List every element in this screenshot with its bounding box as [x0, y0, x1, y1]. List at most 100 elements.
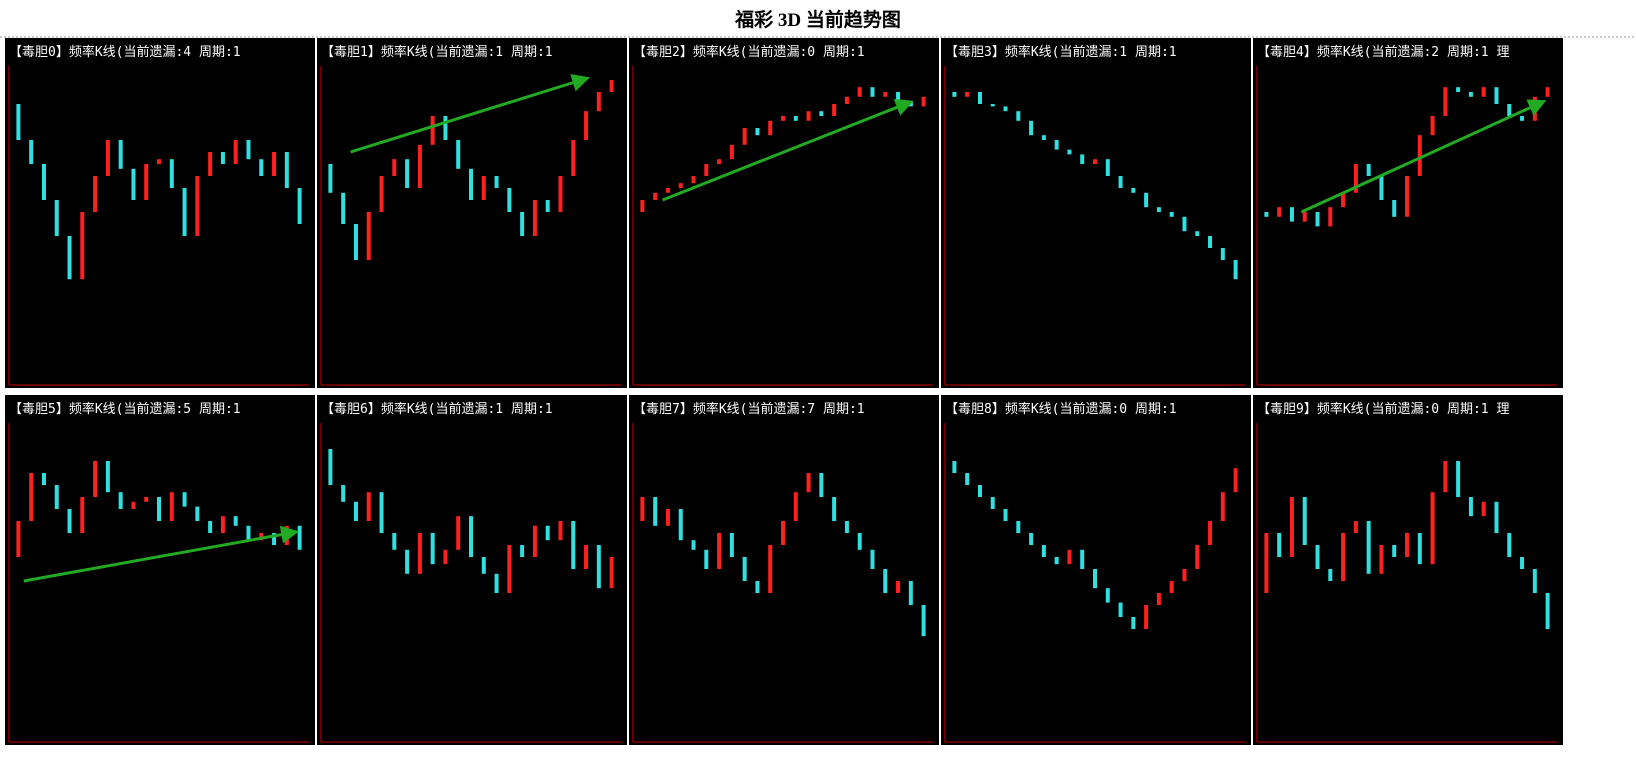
panel: 【毒胆8】频率K线(当前遗漏:0 周期:1 — [941, 395, 1251, 745]
candle — [1208, 521, 1213, 545]
candle — [977, 92, 982, 104]
candle — [1353, 164, 1358, 193]
candle — [1315, 545, 1320, 569]
candle — [1208, 236, 1213, 248]
trend-arrow — [23, 525, 300, 583]
candle — [392, 159, 397, 176]
candle — [341, 192, 346, 224]
candle — [1169, 581, 1174, 593]
candle — [729, 533, 734, 557]
candle — [806, 111, 811, 121]
candle — [1366, 521, 1371, 574]
candle — [1545, 87, 1550, 97]
candle — [507, 545, 512, 593]
candle — [1532, 569, 1537, 593]
candle — [144, 164, 149, 200]
candle — [584, 545, 589, 569]
candle — [793, 116, 798, 121]
candle — [1277, 533, 1282, 557]
candle — [182, 188, 187, 236]
candle — [1392, 545, 1397, 557]
candle — [1003, 509, 1008, 521]
candle — [870, 87, 875, 97]
candle — [481, 557, 486, 574]
candle — [717, 159, 722, 164]
panel-title: 【毒胆1】频率K线(当前遗漏:1 周期:1 — [321, 44, 553, 60]
candle — [1131, 617, 1136, 629]
candle — [640, 497, 645, 521]
candle — [93, 176, 98, 212]
candle — [1328, 569, 1333, 581]
candle — [1220, 492, 1225, 521]
chart-area — [945, 66, 1245, 385]
candle — [883, 569, 888, 593]
candle — [691, 540, 696, 550]
candle — [596, 92, 601, 112]
candle — [1067, 149, 1072, 155]
candle — [297, 188, 302, 224]
panel-title: 【毒胆2】频率K线(当前遗漏:0 周期:1 — [633, 44, 865, 60]
panel-title: 【毒胆6】频率K线(当前遗漏:1 周期:1 — [321, 401, 553, 417]
candle — [1080, 549, 1085, 569]
candle — [908, 101, 913, 107]
chart-area — [1257, 423, 1557, 742]
candle — [259, 533, 264, 541]
chart-area — [321, 66, 621, 385]
candle — [105, 461, 110, 493]
candle — [272, 152, 277, 176]
candle — [1456, 87, 1461, 92]
candle — [1392, 200, 1397, 217]
candle — [1468, 92, 1473, 97]
candle — [1144, 605, 1149, 629]
candle — [341, 485, 346, 502]
candle — [297, 525, 302, 550]
chart-area — [633, 423, 933, 742]
candle — [584, 111, 589, 140]
candle — [208, 152, 213, 176]
candle — [405, 549, 410, 574]
candle — [1029, 120, 1034, 136]
candle — [678, 509, 683, 541]
panel: 【毒胆6】频率K线(当前遗漏:1 周期:1 — [317, 395, 627, 745]
candle — [952, 92, 957, 97]
candle — [157, 497, 161, 521]
candle — [417, 533, 422, 574]
candle — [717, 533, 722, 569]
candle — [1430, 116, 1435, 136]
candle — [653, 497, 658, 526]
candle — [520, 212, 525, 236]
candle — [793, 492, 798, 521]
candle — [246, 525, 251, 541]
candle — [379, 176, 384, 212]
candle — [195, 176, 200, 236]
candle — [1520, 557, 1525, 569]
candle — [1443, 461, 1448, 493]
candle — [169, 159, 174, 188]
panel: 【毒胆1】频率K线(当前遗漏:1 周期:1 — [317, 38, 627, 388]
candle — [67, 236, 72, 280]
candle — [768, 545, 773, 593]
candle — [781, 116, 785, 121]
candle — [665, 188, 670, 193]
candle — [417, 144, 422, 188]
candle — [832, 104, 837, 116]
candle — [1481, 87, 1486, 97]
candle — [1220, 248, 1225, 260]
candle — [1315, 212, 1320, 227]
candle — [558, 521, 563, 541]
candle — [1341, 192, 1346, 208]
candle — [1289, 207, 1294, 222]
chart-area — [633, 66, 933, 385]
candle — [1182, 569, 1187, 581]
candle — [443, 116, 448, 140]
candle — [819, 473, 824, 497]
candle — [1417, 533, 1422, 565]
candle — [1105, 588, 1110, 603]
candle — [819, 111, 824, 116]
candle — [1277, 207, 1282, 217]
candle — [965, 473, 970, 485]
candle — [1494, 501, 1499, 533]
candle — [1468, 497, 1473, 517]
candle — [532, 200, 537, 236]
candle — [1233, 468, 1238, 493]
